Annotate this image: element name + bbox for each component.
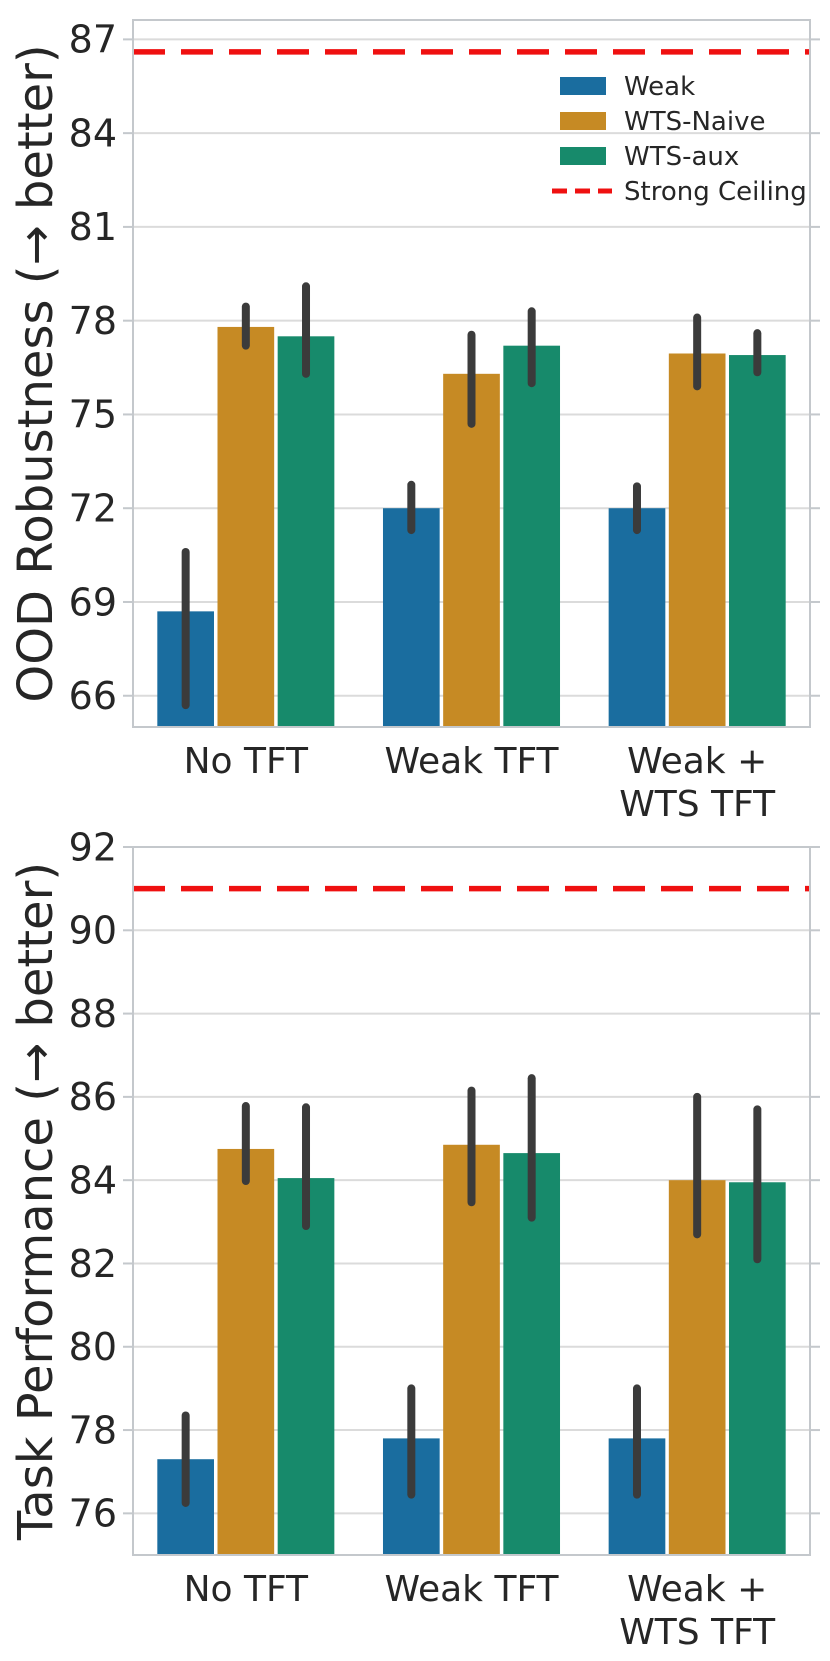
- bar-wts-aux-no-tft: [277, 1178, 335, 1555]
- y-tick-label: 78: [69, 299, 117, 343]
- bar-wts-naive-weak-tft: [443, 373, 500, 727]
- y-tick-label: 80: [69, 1325, 117, 1369]
- legend-label: Strong Ceiling: [624, 177, 807, 207]
- bar-wts-naive-weak-tft: [443, 1144, 500, 1555]
- y-tick-label: 75: [69, 393, 117, 437]
- bar-wts-naive-weak-wts-tft: [668, 353, 726, 727]
- y-tick-label: 81: [69, 205, 117, 249]
- y-axis-label: OOD Robustness (→ better): [8, 44, 64, 702]
- x-tick-label: No TFT: [184, 1569, 309, 1610]
- bar-wts-aux-no-tft: [277, 336, 335, 727]
- legend-swatch-wts-naive: [560, 112, 606, 130]
- x-tick-label: WTS TFT: [619, 1612, 776, 1653]
- x-tick-label: Weak TFT: [384, 741, 559, 782]
- y-tick-label: 78: [69, 1408, 117, 1452]
- bar-wts-aux-weak-tft: [503, 345, 561, 727]
- y-tick-label: 90: [69, 909, 117, 953]
- bar-weak-weak-tft: [382, 508, 440, 727]
- bar-wts-aux-weak-wts-tft: [729, 355, 786, 727]
- y-tick-label: 69: [69, 580, 117, 624]
- y-tick-label: 84: [69, 1158, 117, 1202]
- legend-label: Weak: [624, 72, 695, 102]
- bar-wts-naive-weak-wts-tft: [668, 1180, 726, 1555]
- plot-border: [132, 846, 811, 1556]
- y-tick-label: 72: [69, 487, 117, 531]
- x-tick-label: Weak +: [627, 1569, 767, 1610]
- x-tick-label: Weak +: [627, 741, 767, 782]
- plot-border: [132, 19, 811, 728]
- y-tick-label: 84: [69, 111, 117, 155]
- x-tick-label: WTS TFT: [619, 784, 776, 825]
- bar-wts-naive-no-tft: [217, 326, 275, 727]
- y-tick-label: 88: [69, 992, 117, 1036]
- legend-label: WTS-Naive: [624, 107, 765, 137]
- y-tick-label: 76: [69, 1492, 117, 1536]
- x-tick-label: No TFT: [184, 741, 309, 782]
- y-axis-label: Task Performance (→ better): [8, 862, 64, 1541]
- y-tick-label: 92: [69, 825, 117, 869]
- bar-wts-naive-no-tft: [217, 1148, 275, 1555]
- y-tick-label: 66: [69, 674, 117, 718]
- legend-label: WTS-aux: [624, 142, 739, 172]
- y-tick-label: 82: [69, 1242, 117, 1286]
- bar-weak-weak-wts-tft: [608, 508, 666, 727]
- legend-swatch-weak: [560, 77, 606, 95]
- x-tick-label: Weak TFT: [384, 1569, 559, 1610]
- y-tick-label: 87: [69, 18, 117, 62]
- legend-swatch-wts-aux: [560, 147, 606, 165]
- y-tick-label: 86: [69, 1075, 117, 1119]
